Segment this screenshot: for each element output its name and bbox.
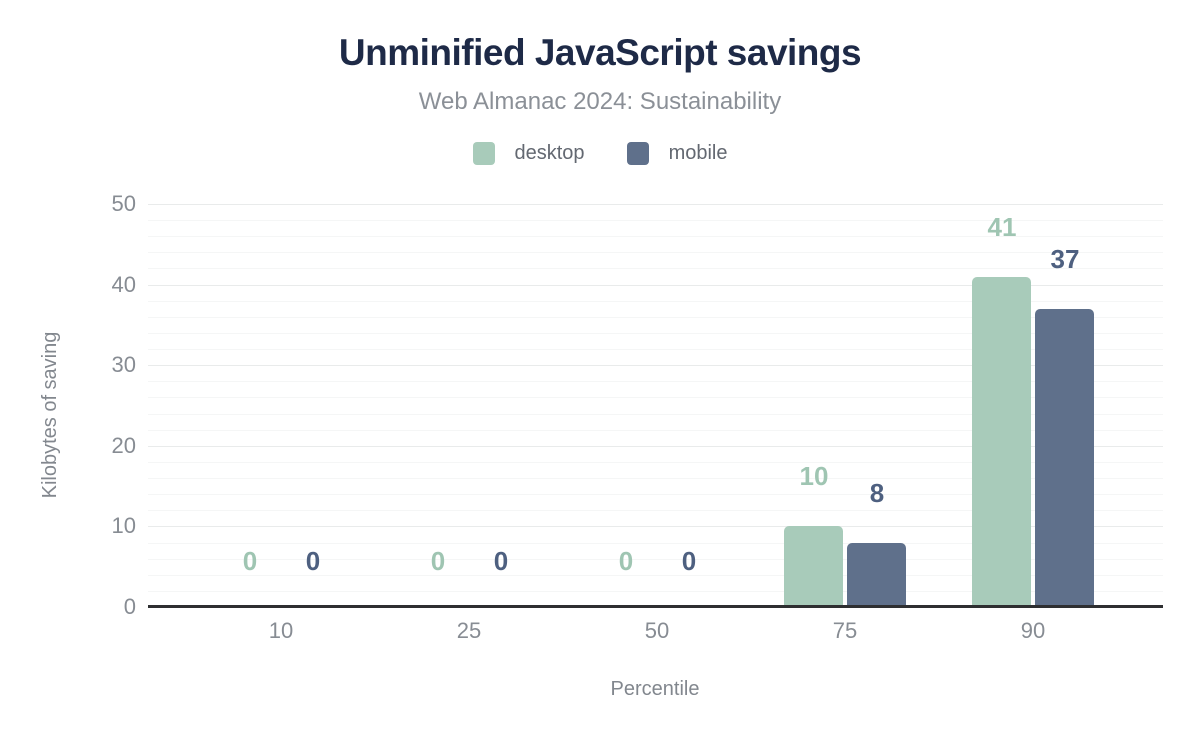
y-tick-label: 30 bbox=[111, 352, 136, 377]
gridline-major bbox=[148, 204, 1163, 205]
legend-item-desktop: desktop bbox=[472, 141, 585, 165]
gridline-minor bbox=[148, 414, 1163, 415]
y-tick-label: 20 bbox=[111, 433, 136, 458]
bar-mobile-p90[interactable] bbox=[1035, 309, 1094, 607]
legend-label-desktop: desktop bbox=[514, 141, 585, 164]
gridline-minor bbox=[148, 494, 1163, 495]
x-tick-label: 10 bbox=[268, 618, 294, 643]
gridline-minor bbox=[148, 462, 1163, 463]
chart-subtitle: Web Almanac 2024: Sustainability bbox=[418, 88, 782, 115]
bar-value-label-desktop-p25: 0 bbox=[430, 546, 446, 576]
gridline-minor bbox=[148, 478, 1163, 479]
y-axis-title: Kilobytes of saving bbox=[39, 331, 61, 499]
bar-value-label-desktop-p50: 0 bbox=[618, 546, 634, 576]
y-tick-label: 40 bbox=[111, 272, 136, 297]
gridline-minor bbox=[148, 268, 1163, 269]
bar-value-label-desktop-p75: 10 bbox=[799, 461, 829, 491]
bar-value-label-mobile-p90: 37 bbox=[1050, 244, 1080, 274]
legend-item-mobile: mobile bbox=[626, 141, 728, 165]
bar-value-label-mobile-p75: 8 bbox=[869, 478, 885, 508]
gridline-minor bbox=[148, 397, 1163, 398]
gridline-minor bbox=[148, 510, 1163, 511]
legend-label-mobile: mobile bbox=[668, 141, 728, 164]
chart-title: Unminified JavaScript savings bbox=[338, 32, 862, 73]
x-tick-label: 75 bbox=[832, 618, 858, 643]
gridline-minor bbox=[148, 559, 1163, 560]
gridline-major bbox=[148, 526, 1163, 527]
gridline-minor bbox=[148, 252, 1163, 253]
gridline-minor bbox=[148, 381, 1163, 382]
gridline-minor bbox=[148, 591, 1163, 592]
y-tick-label: 50 bbox=[111, 191, 136, 216]
bar-value-label-mobile-p25: 0 bbox=[493, 546, 509, 576]
x-axis-line bbox=[148, 605, 1163, 608]
x-tick-label: 90 bbox=[1020, 618, 1046, 643]
gridline-minor bbox=[148, 220, 1163, 221]
gridline-minor bbox=[148, 236, 1163, 237]
gridline-major bbox=[148, 285, 1163, 286]
bar-value-label-mobile-p50: 0 bbox=[681, 546, 697, 576]
legend: desktop mobile bbox=[0, 140, 1200, 166]
gridline-major bbox=[148, 446, 1163, 447]
desktop-swatch-icon bbox=[472, 141, 495, 165]
gridline-minor bbox=[148, 543, 1163, 544]
gridline-minor bbox=[148, 301, 1163, 302]
bar-mobile-p75[interactable] bbox=[847, 543, 906, 607]
bar-desktop-p75[interactable] bbox=[784, 526, 843, 607]
x-tick-label: 25 bbox=[456, 618, 482, 643]
gridline-minor bbox=[148, 333, 1163, 334]
bar-desktop-p90[interactable] bbox=[972, 277, 1031, 607]
gridline-minor bbox=[148, 575, 1163, 576]
mobile-swatch-icon bbox=[626, 141, 649, 165]
y-tick-label: 10 bbox=[111, 513, 136, 538]
y-tick-label: 0 bbox=[123, 594, 136, 619]
gridline-minor bbox=[148, 317, 1163, 318]
gridline-minor bbox=[148, 349, 1163, 350]
x-tick-label: 50 bbox=[644, 618, 670, 643]
bar-value-label-desktop-p90: 41 bbox=[987, 212, 1017, 242]
bar-value-label-desktop-p10: 0 bbox=[242, 546, 258, 576]
gridline-minor bbox=[148, 430, 1163, 431]
bar-value-label-mobile-p10: 0 bbox=[305, 546, 321, 576]
gridline-major bbox=[148, 365, 1163, 366]
x-axis-title: Percentile bbox=[610, 678, 700, 700]
